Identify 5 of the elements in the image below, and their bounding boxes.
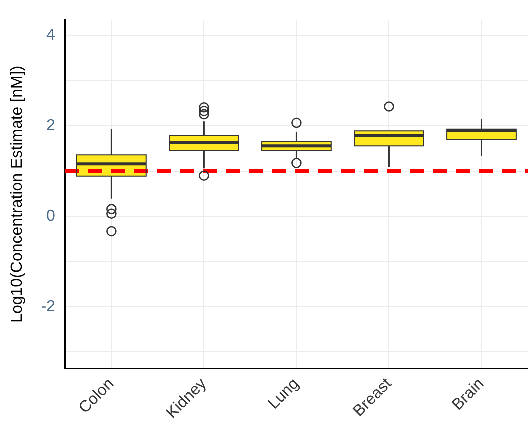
y-tick-label: 2	[46, 118, 56, 135]
y-axis-title: Log10(Concentration Estimate [nM])	[9, 66, 26, 323]
y-tick-label: 0	[46, 208, 56, 225]
y-tick-label: 4	[46, 27, 56, 44]
y-tick-label: -2	[41, 298, 56, 316]
